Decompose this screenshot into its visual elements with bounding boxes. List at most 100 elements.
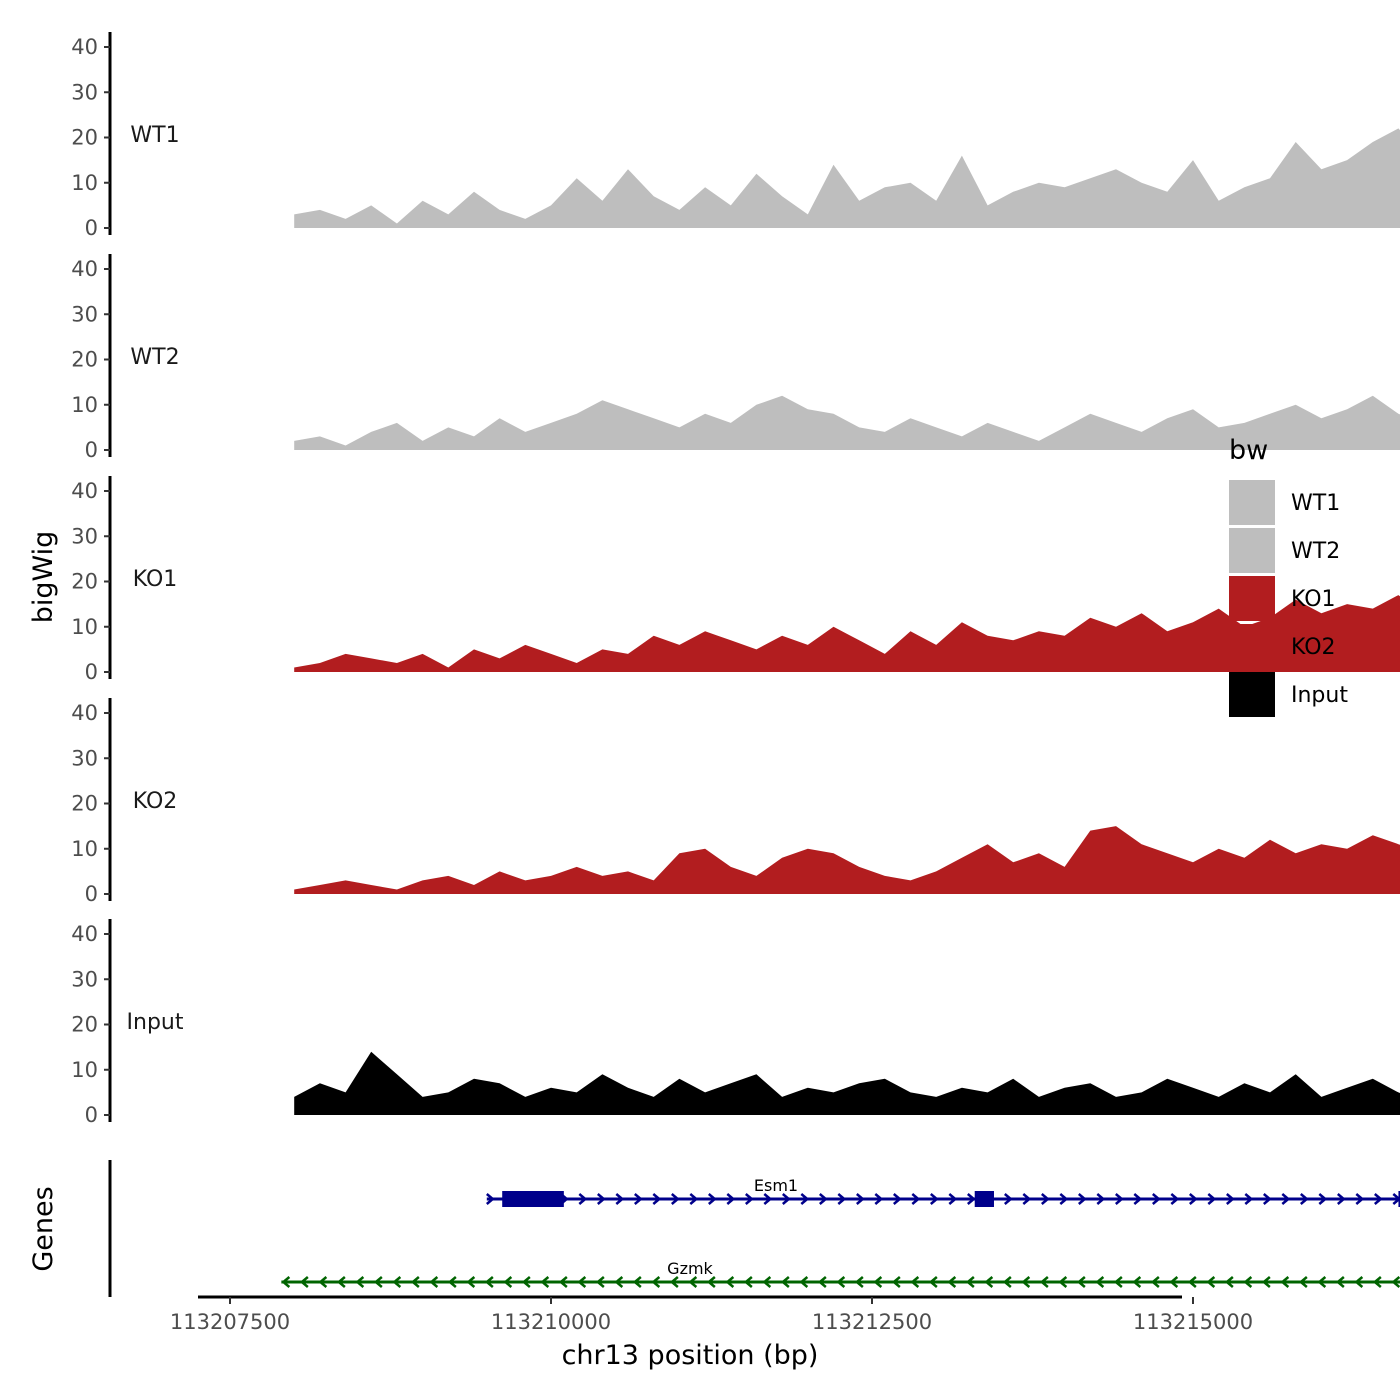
gene-esm1: Esm1 — [485, 1176, 1400, 1207]
x-axis-title: chr13 position (bp) — [562, 1340, 819, 1371]
y-tick-label: 0 — [85, 660, 98, 684]
legend-item-wt1: WT1 — [1229, 480, 1340, 525]
strand-chevron — [447, 1276, 457, 1288]
strand-chevron — [596, 1193, 606, 1205]
strand-chevron — [854, 1276, 864, 1288]
strand-chevron — [1059, 1193, 1069, 1205]
strand-chevron — [1096, 1193, 1106, 1205]
x-tick-label: 113215000 — [1133, 1310, 1253, 1334]
strand-chevron — [429, 1276, 439, 1288]
strand-chevron — [652, 1193, 662, 1205]
track-label-wt1: WT1 — [130, 123, 179, 148]
strand-chevron — [1206, 1276, 1216, 1288]
y-tick-label: 10 — [71, 837, 98, 861]
strand-chevron — [762, 1276, 772, 1288]
x-tick-label: 113212500 — [812, 1310, 932, 1334]
strand-chevron — [1318, 1193, 1328, 1205]
strand-chevron — [633, 1193, 643, 1205]
strand-chevron — [1207, 1193, 1217, 1205]
x-tick-label: 113210000 — [491, 1310, 611, 1334]
y-tick-label: 30 — [71, 524, 98, 548]
strand-chevron — [615, 1193, 625, 1205]
strand-chevron — [503, 1276, 513, 1288]
strand-chevron — [891, 1276, 901, 1288]
strand-chevron — [726, 1193, 736, 1205]
legend-swatch — [1229, 576, 1275, 621]
strand-chevron — [1335, 1276, 1345, 1288]
strand-chevron — [1040, 1193, 1050, 1205]
strand-chevron — [1132, 1276, 1142, 1288]
y-tick-label: 10 — [71, 1058, 98, 1082]
y-tick-label: 20 — [71, 126, 98, 150]
strand-chevron — [1298, 1276, 1308, 1288]
strand-chevron — [763, 1193, 773, 1205]
strand-chevron — [1150, 1276, 1160, 1288]
y-tick-label: 40 — [71, 479, 98, 503]
legend-title: bw — [1229, 435, 1268, 466]
track-input: 0 10 20 30 40 Input — [71, 919, 1400, 1127]
coverage-area-input — [294, 1051, 1400, 1115]
strand-chevron — [1133, 1193, 1143, 1205]
legend: bw WT1 WT2 KO1 KO2 Input — [1229, 435, 1348, 717]
y-tick-label: 10 — [71, 393, 98, 417]
legend-label: WT1 — [1291, 491, 1340, 516]
legend-label: Input — [1291, 683, 1348, 708]
strand-chevron — [632, 1276, 642, 1288]
strand-chevron — [669, 1276, 679, 1288]
strand-chevron — [1224, 1276, 1234, 1288]
strand-chevron — [984, 1276, 994, 1288]
strand-chevron — [965, 1276, 975, 1288]
y-tick-label: 10 — [71, 615, 98, 639]
strand-chevron — [873, 1276, 883, 1288]
strand-chevron — [299, 1276, 309, 1288]
strand-chevron — [336, 1276, 346, 1288]
y-axis-title: bigWig — [28, 531, 59, 624]
gene-gzmk: Gzmk — [281, 1259, 1400, 1288]
strand-chevron — [558, 1276, 568, 1288]
gene-label-gzmk: Gzmk — [667, 1259, 713, 1278]
y-tick-label: 20 — [71, 348, 98, 372]
y-tick-label: 10 — [71, 171, 98, 195]
track-wt2: 0 10 20 30 40 WT2 — [71, 254, 1400, 462]
strand-chevron — [1058, 1276, 1068, 1288]
strand-chevron — [1170, 1193, 1180, 1205]
y-tick-label: 0 — [85, 438, 98, 462]
y-tick-label: 30 — [71, 80, 98, 104]
legend-swatch — [1229, 672, 1275, 717]
strand-chevron — [1076, 1276, 1086, 1288]
strand-chevron — [540, 1276, 550, 1288]
strand-chevron — [521, 1276, 531, 1288]
legend-label: WT2 — [1291, 539, 1340, 564]
strand-chevron — [1373, 1193, 1383, 1205]
legend-item-ko1: KO1 — [1229, 576, 1336, 621]
strand-chevron — [744, 1193, 754, 1205]
strand-chevron — [910, 1276, 920, 1288]
track-label-ko2: KO2 — [133, 789, 178, 814]
strand-chevron — [281, 1276, 291, 1288]
y-tick-label: 30 — [71, 302, 98, 326]
strand-chevron — [1187, 1276, 1197, 1288]
x-axis: 1132075001132100001132125001132150001132… — [170, 1295, 1253, 1334]
strand-chevron — [948, 1193, 958, 1205]
y-tick-label: 40 — [71, 922, 98, 946]
strand-chevron — [706, 1276, 716, 1288]
strand-chevron — [780, 1276, 790, 1288]
strand-chevron — [1188, 1193, 1198, 1205]
strand-chevron — [1114, 1193, 1124, 1205]
y-tick-label: 0 — [85, 882, 98, 906]
y-tick-label: 30 — [71, 746, 98, 770]
strand-chevron — [1244, 1193, 1254, 1205]
strand-chevron — [595, 1276, 605, 1288]
strand-chevron — [836, 1276, 846, 1288]
strand-chevron — [466, 1276, 476, 1288]
y-tick-label: 20 — [71, 1013, 98, 1037]
legend-item-wt2: WT2 — [1229, 528, 1340, 573]
strand-chevron — [743, 1276, 753, 1288]
exon — [974, 1191, 994, 1207]
y-tick-label: 40 — [71, 257, 98, 281]
strand-chevron — [1151, 1193, 1161, 1205]
legend-swatch — [1229, 624, 1275, 669]
tracks-area: 0 10 20 30 40 WT1 0 10 20 30 40 WT2 0 10 20 30 40 KO1 0 10 2… — [71, 32, 1400, 1127]
y-tick-label: 0 — [85, 216, 98, 240]
strand-chevron — [1225, 1193, 1235, 1205]
